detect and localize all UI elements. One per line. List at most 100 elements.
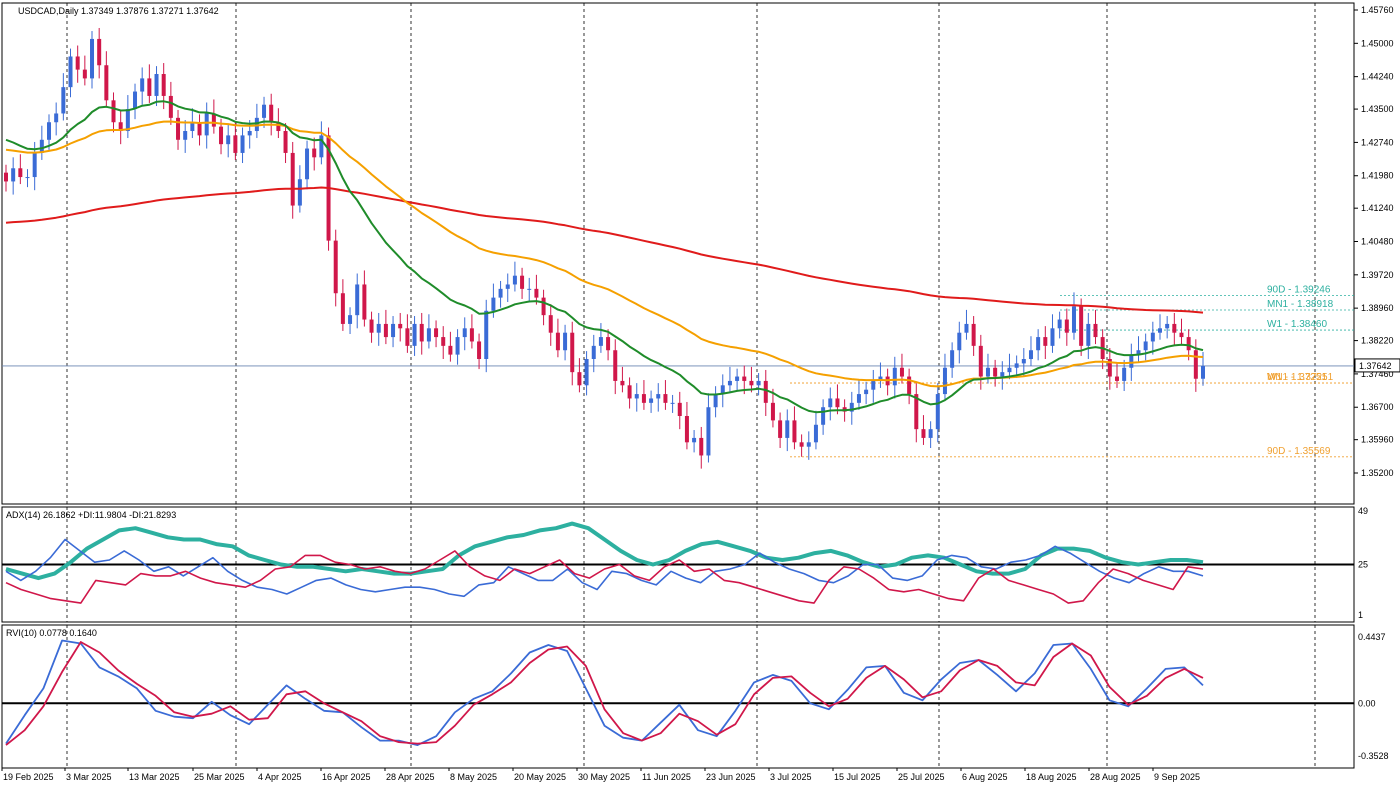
plus-di-line bbox=[5, 538, 1204, 598]
candle-body bbox=[727, 380, 732, 386]
candle-body bbox=[835, 398, 840, 408]
adx-line bbox=[5, 521, 1204, 581]
candle-body bbox=[376, 323, 381, 333]
candle-body bbox=[1136, 350, 1141, 355]
candle-body bbox=[183, 131, 188, 140]
adx-indicator bbox=[2, 521, 1354, 604]
candle-body bbox=[219, 126, 224, 145]
candle-body bbox=[1179, 332, 1184, 338]
date-label: 23 Jun 2025 bbox=[706, 772, 756, 782]
candle-body bbox=[892, 367, 897, 386]
date-label: 20 May 2025 bbox=[514, 772, 566, 782]
adx-header: ADX(14) 26.1862 +DI:11.9804 -DI:21.8293 bbox=[6, 510, 176, 520]
price-tick-label: 1.41980 bbox=[1361, 171, 1394, 181]
date-label: 13 Mar 2025 bbox=[129, 772, 180, 782]
candle-body bbox=[821, 407, 826, 425]
date-label: 15 Jul 2025 bbox=[834, 772, 881, 782]
candle-body bbox=[864, 389, 869, 395]
candle-body bbox=[935, 394, 940, 430]
candle-body bbox=[118, 122, 123, 132]
candle-body bbox=[340, 293, 345, 324]
candle-body bbox=[154, 74, 159, 96]
candle-body bbox=[1086, 323, 1091, 346]
candle-body bbox=[649, 398, 654, 403]
price-tick-label: 1.35200 bbox=[1361, 468, 1394, 478]
candle-body bbox=[785, 420, 790, 438]
candle-body bbox=[319, 135, 324, 158]
candle-body bbox=[971, 323, 976, 346]
candle-body bbox=[527, 288, 532, 290]
candle-body bbox=[964, 323, 969, 333]
candle-body bbox=[1093, 323, 1098, 338]
candle-body bbox=[312, 148, 317, 158]
candle-body bbox=[391, 323, 396, 338]
date-label: 6 Aug 2025 bbox=[962, 772, 1008, 782]
candle-body bbox=[548, 315, 553, 333]
candle-body bbox=[749, 380, 754, 386]
candle-body bbox=[176, 117, 181, 140]
candle-body bbox=[462, 328, 467, 338]
candle-body bbox=[799, 442, 804, 447]
date-label: 28 Aug 2025 bbox=[1090, 772, 1141, 782]
price-levels: 90D - 1.39246 MN1 - 1.38918 W1 - 1.38460 W1… bbox=[2, 285, 1354, 458]
candle-body bbox=[950, 350, 955, 368]
candle-body bbox=[419, 323, 424, 342]
candle-body bbox=[520, 275, 525, 289]
candle-body bbox=[441, 337, 446, 346]
candle-body bbox=[792, 420, 797, 443]
date-label: 3 Jul 2025 bbox=[770, 772, 812, 782]
candle-body bbox=[1193, 350, 1198, 379]
candle-body bbox=[4, 172, 8, 182]
date-label: 18 Aug 2025 bbox=[1026, 772, 1077, 782]
candle-body bbox=[254, 117, 259, 132]
candle-body bbox=[455, 337, 460, 355]
candle-body bbox=[333, 240, 338, 294]
date-label: 25 Mar 2025 bbox=[194, 772, 245, 782]
candle-body bbox=[1079, 306, 1084, 346]
date-label: 4 Apr 2025 bbox=[258, 772, 302, 782]
candle-body bbox=[469, 328, 474, 342]
candle-body bbox=[398, 323, 403, 329]
candle-body bbox=[491, 297, 496, 311]
candlesticks bbox=[4, 27, 1205, 469]
candle-body bbox=[656, 394, 661, 399]
axes: 1.45760 1.45000 1.44240 1.43500 1.42740 1.419… bbox=[1, 5, 1400, 782]
candle-body bbox=[899, 367, 904, 377]
candle-body bbox=[921, 429, 926, 438]
candle-body bbox=[778, 420, 783, 438]
candle-body bbox=[1157, 328, 1162, 333]
candle-body bbox=[276, 122, 281, 132]
candle-body bbox=[1165, 323, 1170, 329]
candle-body bbox=[1107, 359, 1112, 377]
current-price-badge bbox=[1354, 358, 1400, 373]
main-panel-frame bbox=[1, 2, 1355, 505]
candle-body bbox=[563, 332, 568, 351]
date-label: 8 May 2025 bbox=[450, 772, 497, 782]
level-label: MN1 - 1.38918 bbox=[1267, 299, 1334, 310]
price-tick-label: 1.45760 bbox=[1361, 5, 1394, 15]
candle-body bbox=[613, 350, 618, 381]
candle-body bbox=[735, 376, 740, 381]
candle-body bbox=[1050, 328, 1055, 346]
candle-body bbox=[720, 385, 725, 395]
rvi-main-line bbox=[5, 639, 1204, 746]
price-tick-label: 1.44240 bbox=[1361, 72, 1394, 82]
adx-tick-label: 1 bbox=[1358, 610, 1363, 620]
candle-body bbox=[985, 367, 990, 377]
candle-body bbox=[1036, 337, 1041, 351]
rvi-tick-label: -0.3528 bbox=[1358, 751, 1389, 761]
minus-di-line bbox=[5, 550, 1204, 604]
candle-body bbox=[993, 367, 998, 377]
candle-body bbox=[240, 135, 245, 153]
candle-body bbox=[677, 402, 682, 417]
rvi-panel-frame bbox=[1, 624, 1355, 769]
level-label: W1 - 1.37251 bbox=[1267, 372, 1327, 383]
candle-body bbox=[878, 376, 883, 381]
candle-body bbox=[742, 376, 747, 381]
candle-body bbox=[627, 385, 632, 399]
candle-body bbox=[104, 65, 109, 101]
date-label: 19 Feb 2025 bbox=[3, 772, 54, 782]
candle-body bbox=[856, 394, 861, 403]
level-label: 90D - 1.39246 bbox=[1267, 285, 1331, 296]
